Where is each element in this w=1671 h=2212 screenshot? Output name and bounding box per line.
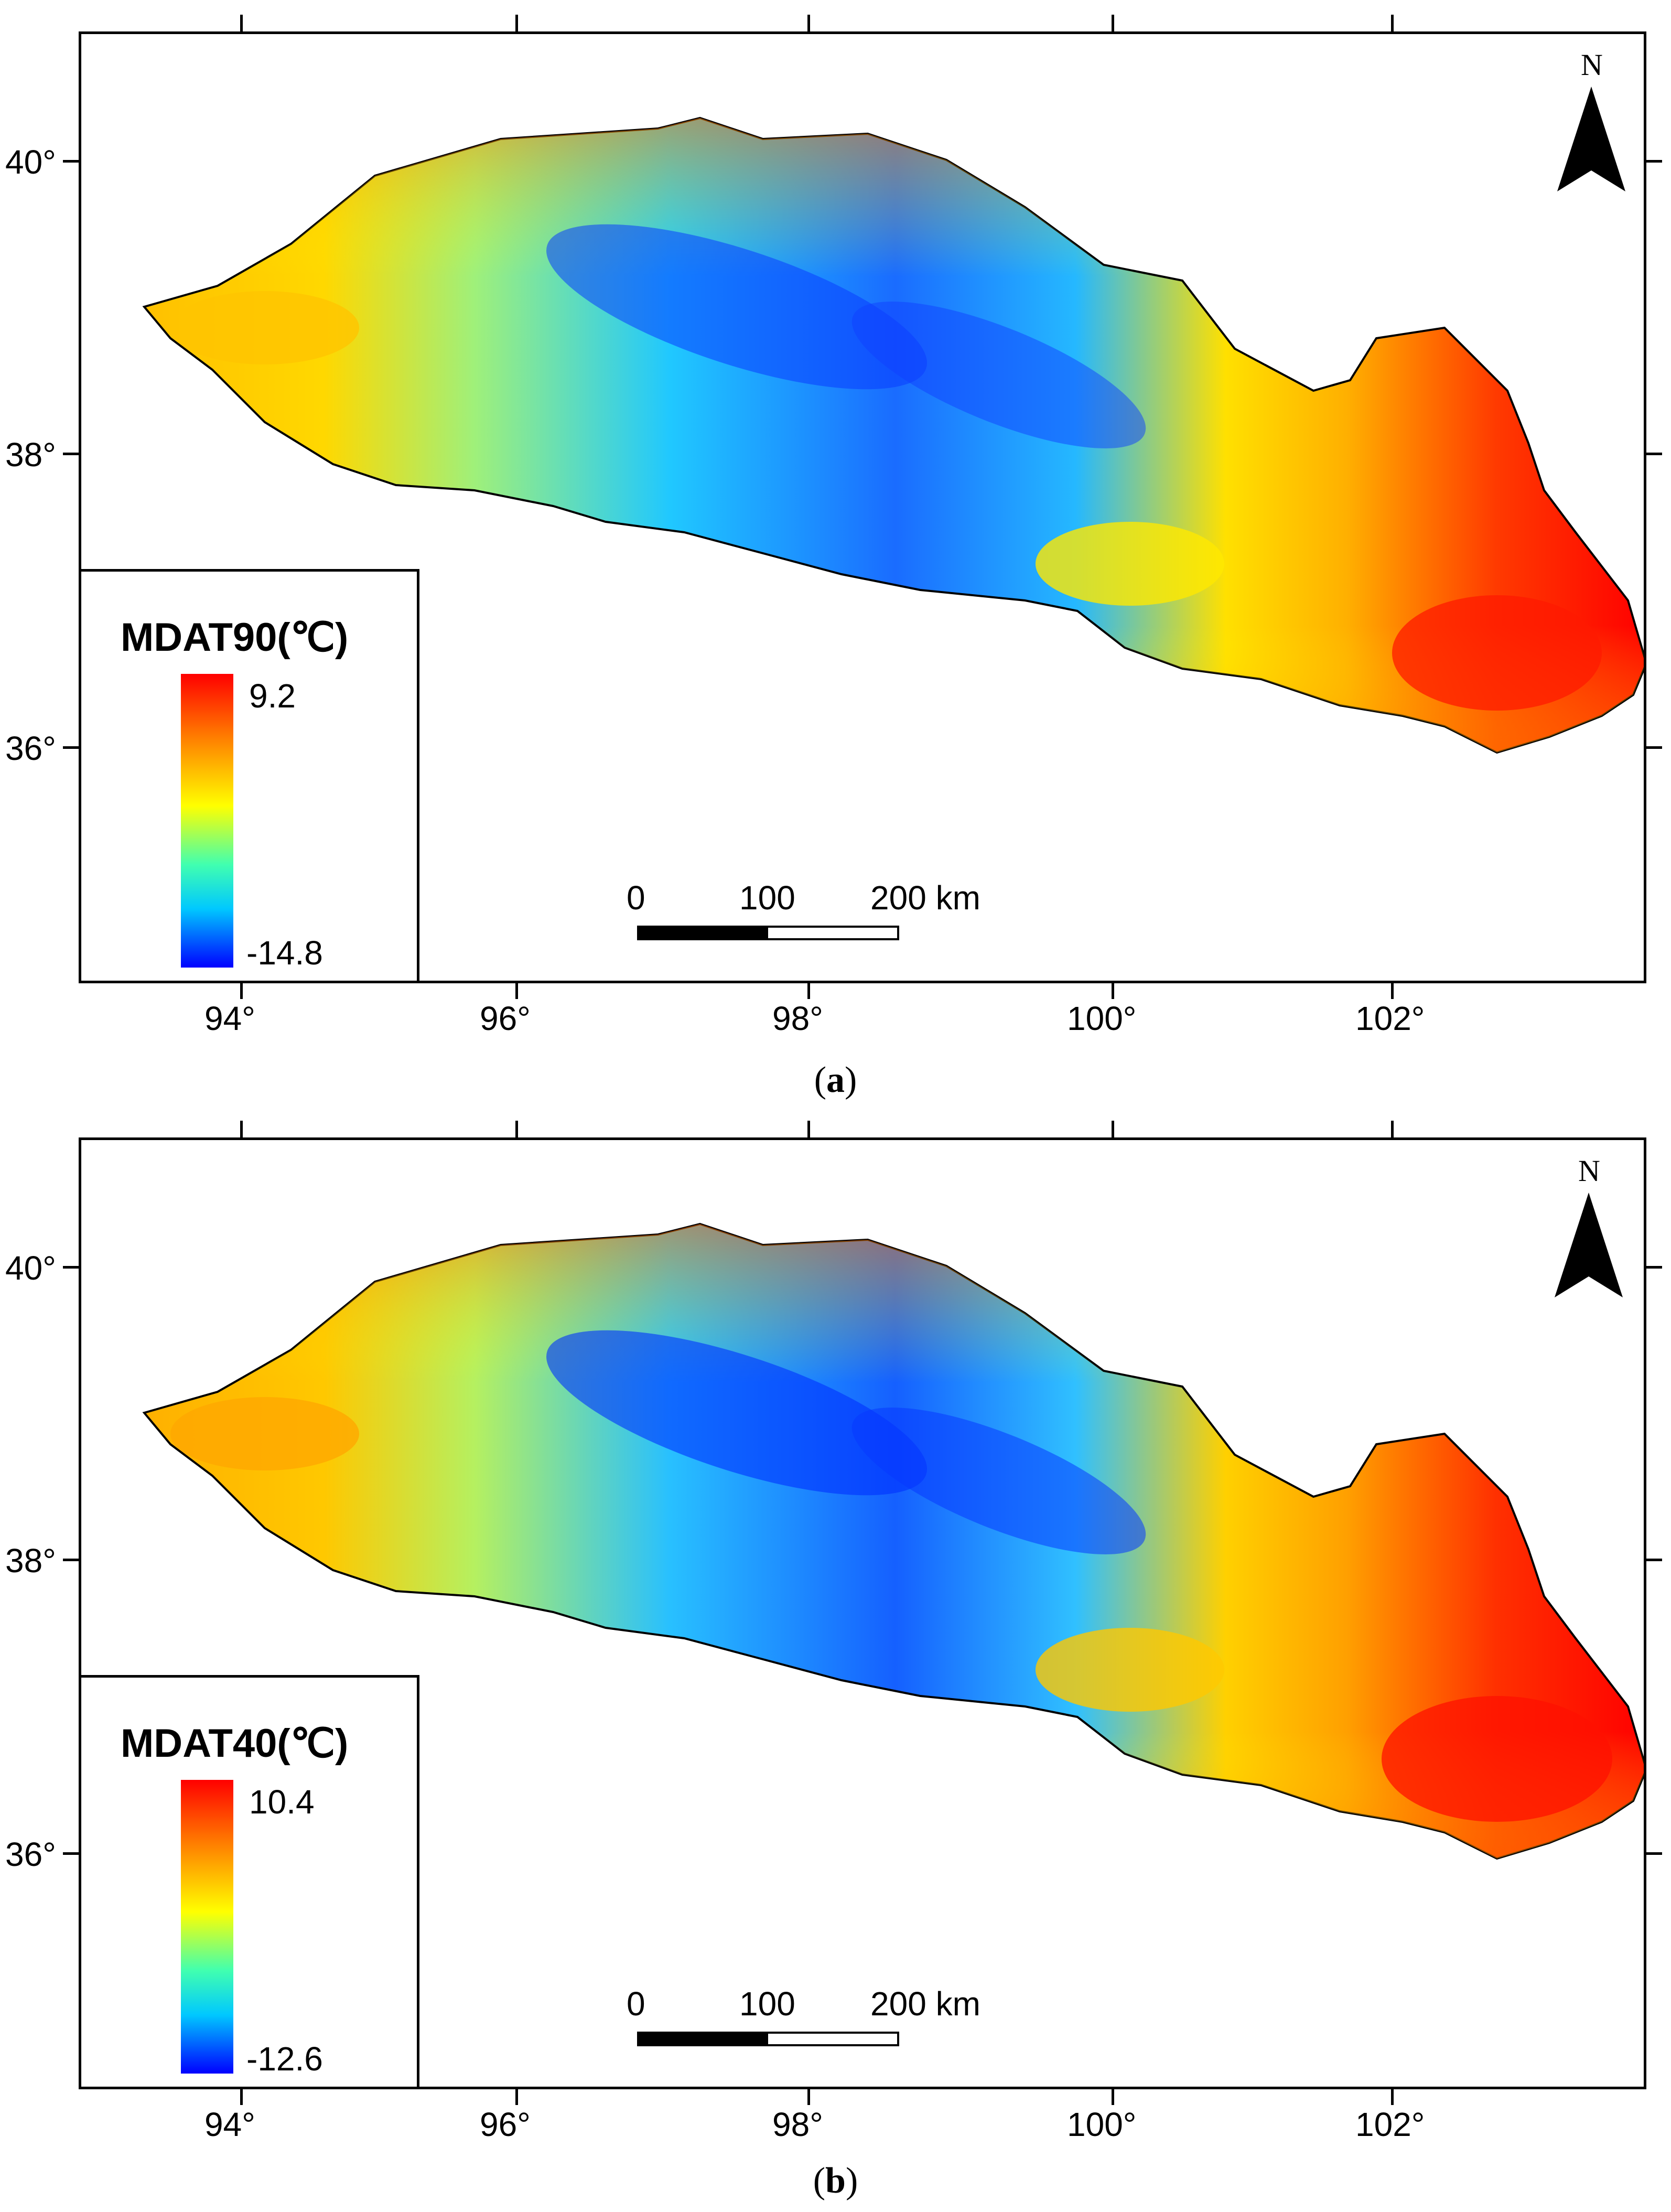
- color-ramp: [181, 1780, 233, 2074]
- scale-label-100: 100: [739, 879, 795, 917]
- north-label: N: [1578, 1154, 1600, 1188]
- panel-caption: (a): [814, 1060, 857, 1100]
- lat-label: 40°: [5, 143, 56, 181]
- lat-label: 38°: [5, 1542, 56, 1580]
- lat-label: 36°: [5, 729, 56, 767]
- lon-label: 100°: [1067, 1000, 1137, 1037]
- lon-label: 94°: [204, 2106, 255, 2143]
- scale-label-0: 0: [627, 1985, 645, 2023]
- legend: MDAT40(℃) 10.4 -12.6: [79, 1675, 419, 2089]
- legend-max: 10.4: [249, 1783, 315, 1821]
- panel-caption: (b): [813, 2161, 858, 2201]
- map-panel-a: 40° 38° 36° 94° 96° 98° 100° 102° N 0 10…: [5, 15, 1662, 1100]
- legend-min: -14.8: [246, 934, 323, 972]
- legend: MDAT90(℃) 9.2 -14.8: [79, 569, 419, 983]
- lon-label: 94°: [204, 1000, 255, 1037]
- lat-label: 40°: [5, 1249, 56, 1287]
- scale-label-200: 200 km: [870, 1985, 980, 2023]
- lon-label: 102°: [1355, 2106, 1425, 2143]
- temperature-map-region: [142, 1222, 1644, 1860]
- scale-label-0: 0: [627, 879, 645, 917]
- lat-label: 36°: [5, 1835, 56, 1873]
- map-panel-b: 40° 38° 36° 94° 96° 98° 100° 102° N 0 10…: [0, 1106, 1671, 2212]
- north-arrow-icon: N: [1549, 1153, 1628, 1305]
- lon-label: 96°: [480, 1000, 531, 1037]
- scale-bar: 0 100 200 km: [627, 878, 980, 947]
- scale-label-100: 100: [739, 1985, 795, 2023]
- map-frame: [79, 1137, 1646, 2089]
- north-arrow-icon: N: [1552, 47, 1631, 199]
- legend-min: -12.6: [246, 2040, 323, 2078]
- lon-label: 98°: [772, 2106, 823, 2143]
- lat-label: 38°: [5, 436, 56, 474]
- scale-label-200: 200 km: [870, 879, 980, 917]
- legend-max: 9.2: [249, 677, 296, 715]
- lon-label: 96°: [480, 2106, 531, 2143]
- lon-label: 98°: [772, 1000, 823, 1037]
- scale-bar: 0 100 200 km: [627, 1984, 980, 2053]
- legend-title: MDAT90(℃): [121, 615, 349, 660]
- temperature-map-region: [142, 116, 1644, 754]
- north-label: N: [1581, 48, 1603, 82]
- lon-label: 100°: [1067, 2106, 1137, 2143]
- color-ramp: [181, 674, 233, 968]
- lon-label: 102°: [1355, 1000, 1425, 1037]
- legend-title: MDAT40(℃): [121, 1721, 349, 1766]
